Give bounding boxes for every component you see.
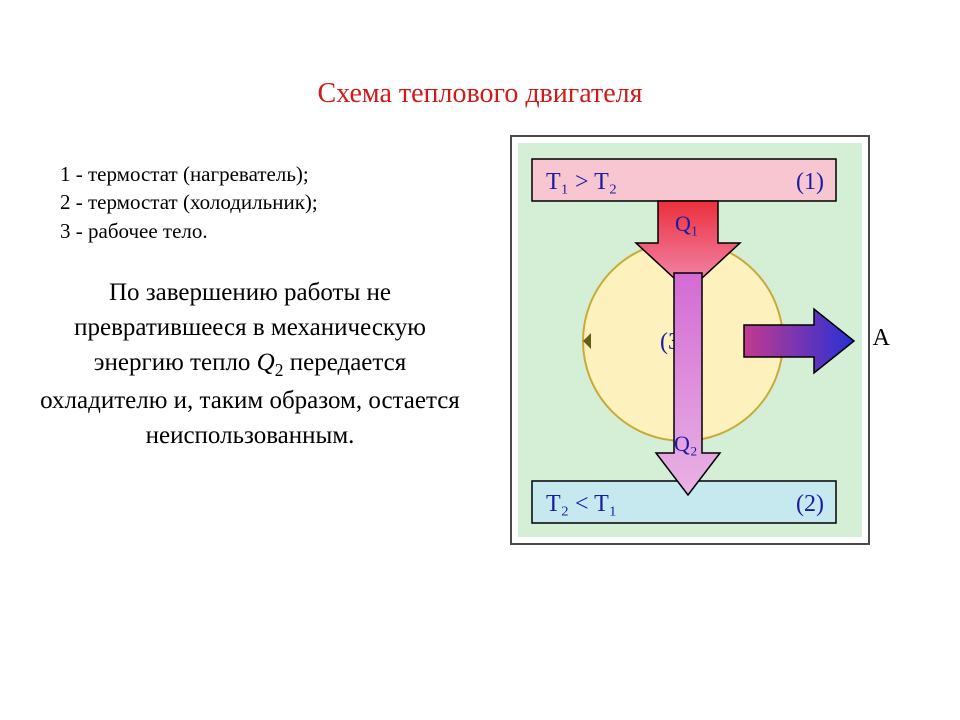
- diagram-svg: (3) T₁ > T₂ (1) T₂ < T₁ (2) Q₁ Q₂: [518, 143, 862, 537]
- legend-item-1: 1 - термостат (нагреватель);: [60, 160, 440, 188]
- legend-block: 1 - термостат (нагреватель); 2 - термост…: [60, 160, 440, 245]
- q2-label: Q₂: [674, 431, 698, 456]
- heater-label-right: (1): [796, 169, 824, 195]
- heater-label-left: T₁ > T₂: [546, 169, 617, 195]
- cooler-label-left: T₂ < T₁: [546, 491, 617, 517]
- cooler-label-right: (2): [796, 491, 824, 517]
- description-paragraph: По завершению работы не превратившееся в…: [40, 275, 460, 453]
- legend-item-2: 2 - термостат (холодильник);: [60, 188, 440, 216]
- diagram-frame: (3) T₁ > T₂ (1) T₂ < T₁ (2) Q₁ Q₂: [510, 135, 870, 545]
- diagram-canvas: (3) T₁ > T₂ (1) T₂ < T₁ (2) Q₁ Q₂: [518, 143, 862, 537]
- page-title: Схема теплового двигателя: [0, 78, 960, 110]
- legend-item-3: 3 - рабочее тело.: [60, 217, 440, 245]
- a-label: A: [873, 325, 890, 352]
- q1-label: Q₁: [675, 211, 699, 236]
- paragraph-var: Q: [257, 349, 275, 376]
